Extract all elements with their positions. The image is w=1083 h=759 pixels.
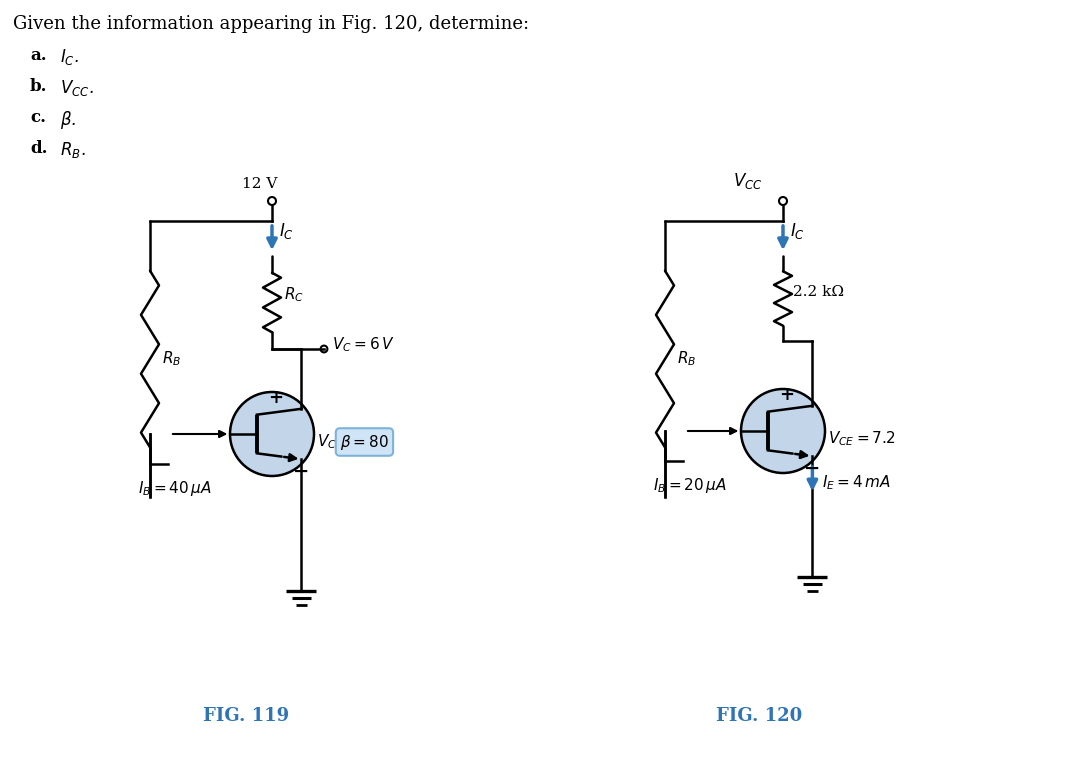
Text: $I_B=20\,\mu A$: $I_B=20\,\mu A$	[653, 476, 727, 495]
Text: $V_{CC}$: $V_{CC}$	[733, 171, 762, 191]
Text: $\beta=80$: $\beta=80$	[340, 433, 389, 452]
Circle shape	[230, 392, 314, 476]
Text: Given the information appearing in Fig. 120, determine:: Given the information appearing in Fig. …	[13, 15, 530, 33]
Text: d.: d.	[30, 140, 48, 157]
Text: +: +	[779, 386, 794, 404]
Text: 2.2 kΩ: 2.2 kΩ	[793, 285, 844, 300]
Text: $I_B=40\,\mu A$: $I_B=40\,\mu A$	[138, 479, 212, 498]
Text: $R_B$: $R_B$	[162, 350, 181, 368]
Text: $I_C$: $I_C$	[279, 221, 293, 241]
Text: $R_B$.: $R_B$.	[60, 140, 86, 160]
Text: $R_C$: $R_C$	[284, 285, 304, 304]
Text: $I_C$.: $I_C$.	[60, 47, 79, 67]
Text: FIG. 119: FIG. 119	[203, 707, 289, 725]
Text: a.: a.	[30, 47, 47, 64]
Text: $R_B$: $R_B$	[677, 350, 696, 368]
Text: $V_C=6\,V$: $V_C=6\,V$	[332, 335, 394, 354]
Text: $V_{CC}$.: $V_{CC}$.	[60, 78, 94, 98]
Text: c.: c.	[30, 109, 45, 126]
Text: 12 V: 12 V	[242, 177, 277, 191]
Text: $I_C$: $I_C$	[790, 221, 805, 241]
Circle shape	[741, 389, 825, 473]
Text: b.: b.	[30, 78, 48, 95]
Text: −: −	[293, 463, 310, 480]
Text: +: +	[268, 389, 283, 407]
Text: $\beta$.: $\beta$.	[60, 109, 77, 131]
Text: $V_{CE}$: $V_{CE}$	[317, 433, 344, 452]
Text: $V_{CE}=7.2$: $V_{CE}=7.2$	[828, 430, 896, 449]
Text: −: −	[805, 460, 821, 478]
Text: FIG. 120: FIG. 120	[716, 707, 803, 725]
Text: $I_E=4\,mA$: $I_E=4\,mA$	[822, 473, 891, 492]
